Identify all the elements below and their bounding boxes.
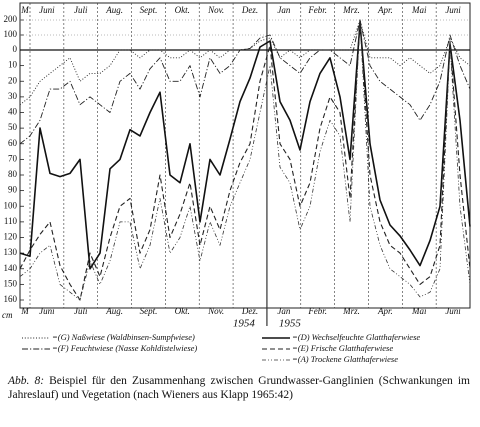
month-label-bottom: Juli	[74, 306, 88, 316]
month-label-top: Apr.	[377, 5, 393, 15]
y-tick-label: 140	[4, 263, 18, 273]
y-tick-label: 150	[4, 278, 18, 288]
month-label-top: Jan	[277, 5, 290, 15]
year-label: 1955	[279, 318, 302, 330]
month-label-top: Juni	[39, 5, 55, 15]
month-label-top: Juli	[74, 5, 88, 15]
month-label-top: Juni	[445, 5, 461, 15]
month-label-bottom: M	[20, 306, 29, 316]
y-tick-label: 200	[4, 14, 18, 24]
y-tick-label: 40	[8, 107, 18, 117]
plot-frame	[19, 2, 471, 309]
y-tick-label: 130	[4, 247, 18, 257]
month-label-bottom: Okt.	[175, 306, 190, 316]
month-label-bottom: Apr.	[377, 306, 393, 316]
series-line	[19, 19, 471, 106]
month-label-top: Nov.	[207, 5, 224, 15]
series-line	[19, 22, 471, 270]
y-tick-label: 10	[8, 60, 18, 70]
y-tick-label: 30	[8, 91, 18, 101]
caption-label: Abb. 8:	[8, 375, 45, 387]
y-tick-label: 100	[4, 29, 18, 39]
month-label-bottom: Dez.	[241, 306, 258, 316]
caption-text: Beispiel für den Zusammenhang zwischen G…	[8, 375, 470, 401]
chart: M M Juni Juni Juli Juli Aug. Aug. Sept. Sept. Okt.…	[2, 2, 471, 364]
month-label-bottom: Sept.	[140, 306, 158, 316]
month-label-bottom: Juni	[39, 306, 55, 316]
month-label-bottom: Febr.	[307, 306, 327, 316]
y-tick-label: 70	[8, 153, 18, 163]
month-label-top: Dez.	[241, 5, 258, 15]
legend-label: =(A) Trockene Glatthaferwiese	[292, 354, 398, 364]
y-tick-label: 120	[4, 232, 18, 242]
y-tick-label: 100	[4, 200, 18, 210]
month-label-bottom: Mai	[411, 306, 427, 316]
legend-label: =(D) Wechselfeuchte Glatthaferwiese	[292, 332, 420, 342]
legend-label: =(E) Frische Glatthaferwiese	[292, 343, 393, 353]
y-tick-label: 20	[8, 75, 18, 85]
month-label-bottom: Jan	[277, 306, 290, 316]
y-tick-label: 80	[8, 169, 18, 179]
month-label-top: Sept.	[140, 5, 158, 15]
legend-label: =(F) Feuchtwiese (Nasse Kohldistelwiese)	[52, 343, 197, 353]
series-line	[19, 19, 471, 301]
month-label-bottom: Juni	[445, 306, 461, 316]
month-label-top: Mrz.	[342, 5, 360, 15]
y-tick-label: 90	[8, 185, 18, 195]
y-tick-label: 110	[4, 216, 18, 226]
y-tick-label: 60	[8, 138, 18, 148]
series-line	[19, 19, 471, 145]
month-label-bottom: Aug.	[105, 306, 123, 316]
month-label-top: Febr.	[307, 5, 327, 15]
y-tick-label: 50	[8, 122, 18, 132]
caption: Abb. 8: Beispiel für den Zusammenhang zw…	[8, 374, 470, 402]
month-label-bottom: Mrz.	[342, 306, 360, 316]
month-label-bottom: Nov.	[207, 306, 224, 316]
month-label-top: Okt.	[175, 5, 190, 15]
y-unit: cm	[2, 310, 13, 320]
y-tick-label: 160	[4, 294, 18, 304]
year-label: 1954	[233, 318, 256, 330]
legend-label: =(G) Naßwiese (Waldbinsen-Sumpfwiese)	[52, 332, 195, 342]
series-line	[19, 19, 471, 301]
month-label-top: M	[20, 5, 29, 15]
month-label-top: Mai	[411, 5, 427, 15]
month-label-top: Aug.	[105, 5, 123, 15]
y-tick-label: 0	[13, 44, 18, 54]
